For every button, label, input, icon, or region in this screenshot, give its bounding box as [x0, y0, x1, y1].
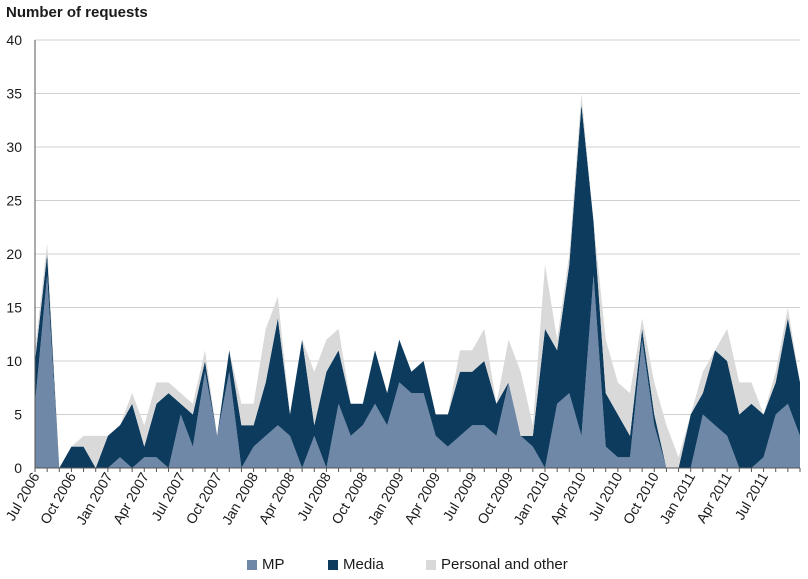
y-tick-label: 30 [6, 139, 22, 155]
x-tick-label: Apr 2010 [547, 469, 589, 526]
x-tick-label: Jul 2009 [439, 469, 479, 523]
x-tick-label: Apr 2008 [255, 469, 297, 526]
area-series-layer [35, 93, 800, 468]
x-tick-label: Jul 2011 [731, 469, 771, 522]
area-series-personal-and-other [35, 93, 800, 468]
legend-label-mp: MP [262, 556, 285, 573]
x-tick-label: Jul 2010 [585, 469, 625, 523]
x-tick-label: Jul 2007 [148, 469, 188, 523]
legend-item-mp: MP [247, 556, 285, 573]
y-tick-label: 5 [14, 407, 22, 423]
area-series-mp [35, 275, 800, 468]
x-tick-label: Jul 2008 [294, 469, 334, 523]
legend-label-personal: Personal and other [441, 556, 568, 573]
area-series-media [35, 104, 800, 468]
legend-swatch-media [328, 559, 338, 570]
legend: MP Media Personal and other [0, 556, 808, 576]
y-tick-label: 15 [6, 300, 22, 316]
legend-label-media: Media [343, 556, 384, 573]
y-tick-label: 35 [6, 86, 22, 102]
y-tick-label: 25 [6, 193, 22, 209]
y-tick-labels: 0 5 10 15 20 25 30 35 40 [6, 32, 22, 476]
gridlines [35, 39, 800, 415]
y-tick-label: 20 [6, 246, 22, 262]
y-tick-label: 10 [6, 353, 22, 369]
legend-item-personal: Personal and other [426, 556, 568, 573]
x-tick-label: Apr 2009 [401, 469, 443, 526]
legend-swatch-personal [426, 559, 436, 570]
chart-title: Number of requests [6, 4, 148, 21]
x-tick-label: Apr 2007 [110, 469, 152, 526]
legend-item-media: Media [328, 556, 384, 573]
y-tick-label: 40 [6, 32, 22, 48]
y-tick-label: 0 [14, 460, 22, 476]
legend-swatch-mp [247, 559, 257, 570]
x-tick-label: Apr 2011 [693, 469, 735, 525]
axes [34, 40, 801, 472]
x-tick-label: Jul 2006 [2, 469, 42, 523]
